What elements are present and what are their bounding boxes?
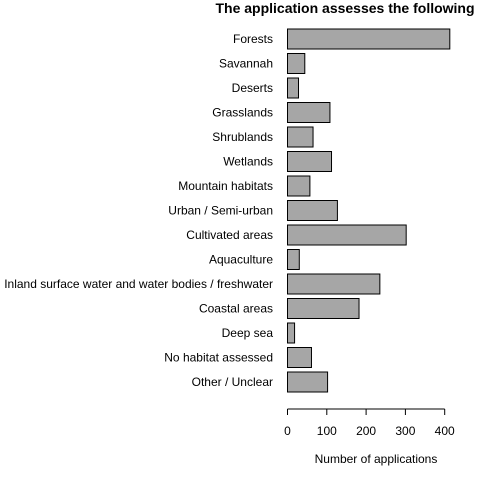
bar-deserts (287, 77, 300, 99)
category-label: Deserts (232, 81, 273, 95)
bar-aquaculture (287, 249, 300, 270)
category-label: Aquaculture (209, 253, 273, 267)
category-label: No habitat assessed (164, 351, 273, 365)
bar-grasslands (287, 102, 331, 123)
bar-shrublands (287, 126, 314, 148)
category-label: Savannah (219, 57, 273, 71)
bar-wetlands (287, 151, 333, 172)
x-tick-label: 100 (317, 424, 337, 438)
bar-savannah (287, 53, 306, 74)
x-tick-label: 200 (356, 424, 376, 438)
category-label: Wetlands (223, 155, 273, 169)
bars-group (287, 28, 451, 393)
category-label: Inland surface water and water bodies / … (4, 277, 273, 291)
category-label: Coastal areas (199, 302, 273, 316)
x-tick-label: 0 (284, 424, 291, 438)
category-label: Cultivated areas (186, 228, 273, 242)
x-tick-label: 300 (395, 424, 415, 438)
category-label: Other / Unclear (192, 375, 273, 389)
x-tick-label: 400 (435, 424, 455, 438)
category-labels: Forests Savannah Deserts Grasslands Shrublan… (4, 32, 273, 389)
category-label: Urban / Semi-urban (168, 204, 273, 218)
bar-mountain-habitats (287, 175, 311, 197)
category-label: Shrublands (212, 130, 273, 144)
bar-coastal-areas (287, 298, 360, 319)
category-label: Forests (233, 32, 273, 46)
category-label: Grasslands (212, 106, 273, 120)
bar-other-unclear (287, 371, 329, 393)
category-label: Mountain habitats (178, 179, 273, 193)
category-label: Deep sea (222, 326, 274, 340)
bar-cultivated-areas (287, 224, 407, 246)
bar-deep-sea (287, 322, 296, 344)
x-axis-title: Number of applications (315, 452, 438, 466)
x-axis: 0 100 200 300 400 (284, 408, 455, 438)
bar-forests (287, 28, 451, 50)
chart-title: The application assesses the following (215, 0, 474, 16)
bar-urban-semi-urban (287, 200, 338, 221)
bar-inland-surface-water-and-water-bodies-freshwater (287, 273, 381, 295)
bar-no-habitat-assessed (287, 347, 312, 368)
